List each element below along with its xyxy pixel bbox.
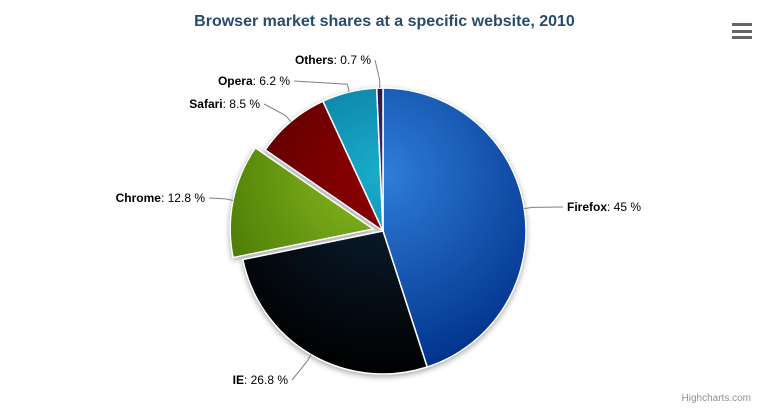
- pie-slice-firefox[interactable]: [382, 87, 527, 368]
- pie-label-others: Others: 0.7 %: [294, 53, 371, 67]
- menu-bar: [732, 23, 752, 26]
- menu-bar: [732, 29, 752, 33]
- pie-slice-others[interactable]: [375, 87, 384, 232]
- pie-label-opera: Opera: 6.2 %: [217, 74, 290, 88]
- pie-connector-opera: [293, 80, 350, 93]
- pie-label-firefox: Firefox: 45 %: [567, 200, 642, 214]
- pie-connector-safari: [263, 103, 292, 123]
- pie-connector-others: [374, 59, 381, 89]
- hamburger-menu-icon: [732, 23, 752, 39]
- pie-label-ie: IE: 26.8 %: [232, 373, 288, 387]
- pie-label-chrome: Chrome: 12.8 %: [115, 191, 205, 205]
- pie-connector-ie: [291, 354, 312, 381]
- pie-connector-firefox: [524, 206, 564, 210]
- menu-bar: [732, 36, 752, 39]
- pie-slice-ie[interactable]: [242, 230, 428, 375]
- context-menu-button[interactable]: [732, 23, 752, 39]
- pie-connector-chrome: [208, 197, 234, 201]
- chart-title: Browser market shares at a specific webs…: [194, 13, 575, 30]
- pie-label-safari: Safari: 8.5 %: [189, 97, 260, 111]
- highcharts-credits-link[interactable]: Highcharts.com: [681, 393, 751, 404]
